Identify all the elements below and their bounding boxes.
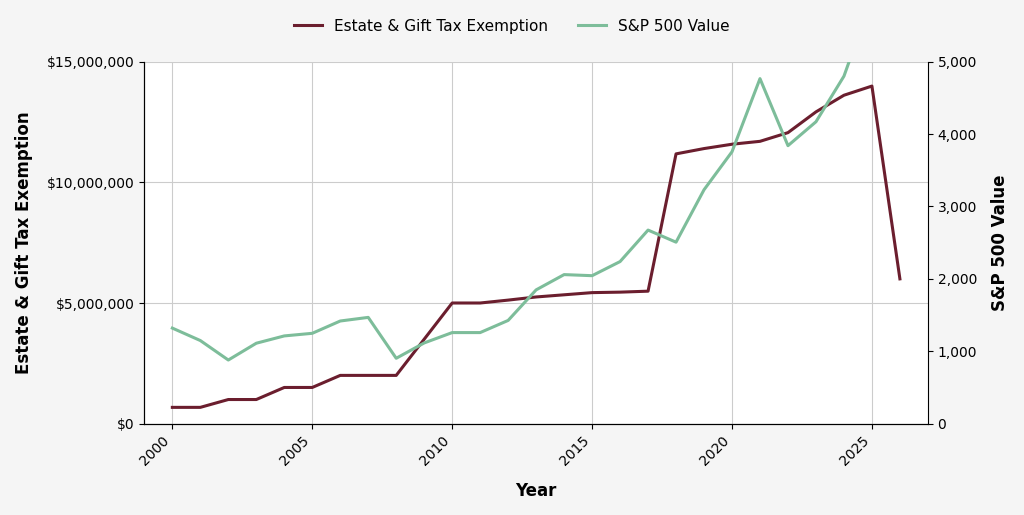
S&P 500 Value	[894, 0, 906, 1]
Estate & Gift Tax Exemption	[446, 300, 459, 306]
Estate & Gift Tax Exemption	[222, 397, 234, 403]
S&P 500 Value	[865, 0, 878, 1]
S&P 500 Value	[558, 271, 570, 278]
Estate & Gift Tax Exemption	[782, 130, 795, 136]
S&P 500 Value	[166, 325, 178, 331]
Estate & Gift Tax Exemption	[195, 404, 207, 410]
Estate & Gift Tax Exemption	[362, 372, 375, 379]
Estate & Gift Tax Exemption	[250, 397, 262, 403]
Estate & Gift Tax Exemption	[865, 83, 878, 89]
Estate & Gift Tax Exemption	[474, 300, 486, 306]
Estate & Gift Tax Exemption	[279, 384, 291, 390]
Estate & Gift Tax Exemption	[754, 138, 766, 144]
S&P 500 Value	[754, 76, 766, 82]
Line: Estate & Gift Tax Exemption: Estate & Gift Tax Exemption	[172, 86, 900, 407]
Estate & Gift Tax Exemption	[390, 372, 402, 379]
Estate & Gift Tax Exemption	[838, 92, 850, 98]
X-axis label: Year: Year	[515, 482, 557, 500]
Line: S&P 500 Value: S&P 500 Value	[172, 0, 900, 360]
Estate & Gift Tax Exemption	[810, 109, 822, 115]
Estate & Gift Tax Exemption	[586, 289, 598, 296]
S&P 500 Value	[250, 340, 262, 346]
Estate & Gift Tax Exemption	[502, 297, 514, 303]
S&P 500 Value	[782, 143, 795, 149]
S&P 500 Value	[418, 340, 430, 346]
S&P 500 Value	[502, 317, 514, 323]
Estate & Gift Tax Exemption	[306, 384, 318, 390]
S&P 500 Value	[446, 330, 459, 336]
Estate & Gift Tax Exemption	[670, 151, 682, 157]
Estate & Gift Tax Exemption	[894, 276, 906, 282]
S&P 500 Value	[530, 287, 543, 293]
S&P 500 Value	[726, 149, 738, 155]
S&P 500 Value	[306, 330, 318, 336]
S&P 500 Value	[698, 186, 711, 193]
Estate & Gift Tax Exemption	[530, 294, 543, 300]
S&P 500 Value	[222, 357, 234, 363]
Legend: Estate & Gift Tax Exemption, S&P 500 Value: Estate & Gift Tax Exemption, S&P 500 Val…	[288, 13, 736, 40]
S&P 500 Value	[586, 272, 598, 279]
S&P 500 Value	[279, 333, 291, 339]
S&P 500 Value	[838, 73, 850, 79]
Estate & Gift Tax Exemption	[698, 145, 711, 151]
S&P 500 Value	[614, 259, 627, 265]
Estate & Gift Tax Exemption	[614, 289, 627, 295]
Y-axis label: Estate & Gift Tax Exemption: Estate & Gift Tax Exemption	[15, 111, 33, 374]
S&P 500 Value	[474, 330, 486, 336]
Estate & Gift Tax Exemption	[726, 141, 738, 147]
S&P 500 Value	[362, 314, 375, 320]
S&P 500 Value	[670, 239, 682, 245]
Estate & Gift Tax Exemption	[558, 291, 570, 298]
Estate & Gift Tax Exemption	[334, 372, 346, 379]
S&P 500 Value	[334, 318, 346, 324]
Estate & Gift Tax Exemption	[418, 336, 430, 342]
S&P 500 Value	[195, 337, 207, 344]
S&P 500 Value	[642, 227, 654, 233]
S&P 500 Value	[810, 118, 822, 125]
S&P 500 Value	[390, 355, 402, 362]
Estate & Gift Tax Exemption	[642, 288, 654, 294]
Y-axis label: S&P 500 Value: S&P 500 Value	[991, 175, 1009, 311]
Estate & Gift Tax Exemption	[166, 404, 178, 410]
